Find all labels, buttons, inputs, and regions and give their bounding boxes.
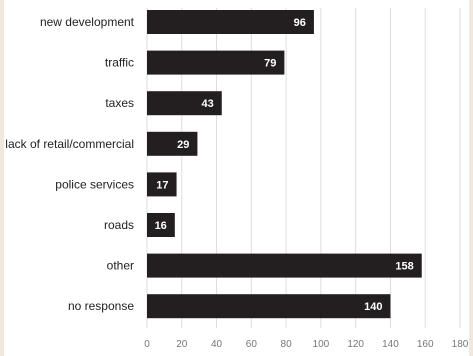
x-tick-label: 140 — [382, 339, 399, 350]
x-tick-label: 80 — [281, 339, 293, 350]
bar — [147, 253, 422, 278]
bar — [147, 131, 198, 156]
bar — [147, 50, 285, 75]
data-label: 140 — [364, 301, 382, 313]
category-label: new development — [40, 15, 135, 29]
bar — [147, 10, 314, 34]
data-label: 16 — [155, 220, 167, 232]
bar — [147, 91, 222, 116]
category-label: traffic — [105, 56, 134, 70]
data-label: 43 — [202, 98, 214, 110]
data-label: 17 — [156, 179, 168, 191]
x-tick-label: 180 — [452, 339, 469, 350]
x-tick-label: 100 — [313, 339, 330, 350]
chart-frame: new development traffic taxes lack of retai… — [4, 0, 469, 356]
x-tick-label: 160 — [417, 339, 434, 350]
category-labels: new development traffic taxes lack of retai… — [5, 15, 134, 313]
x-tick-label: 40 — [211, 339, 223, 350]
bar — [147, 213, 175, 237]
category-label: taxes — [105, 96, 134, 110]
data-labels: 96 79 43 29 17 16 158 140 — [155, 17, 414, 313]
x-tick-labels: 0 20 40 60 80 100 120 140 160 180 — [144, 339, 469, 350]
bars — [147, 10, 422, 319]
bar-chart: new development traffic taxes lack of retai… — [5, 8, 469, 350]
category-label: police services — [55, 177, 134, 191]
bar — [147, 172, 177, 197]
bar — [147, 294, 391, 319]
data-label: 29 — [177, 139, 189, 151]
category-label: roads — [104, 218, 134, 232]
data-label: 79 — [264, 58, 276, 70]
category-label: no response — [68, 299, 134, 313]
x-tick-label: 20 — [176, 339, 188, 350]
category-label: other — [107, 259, 134, 273]
data-label: 96 — [294, 17, 306, 29]
data-label: 158 — [395, 261, 413, 273]
x-tick-label: 120 — [347, 339, 364, 350]
category-label: lack of retail/commercial — [5, 137, 134, 151]
x-tick-label: 0 — [144, 339, 150, 350]
x-tick-label: 60 — [246, 339, 258, 350]
